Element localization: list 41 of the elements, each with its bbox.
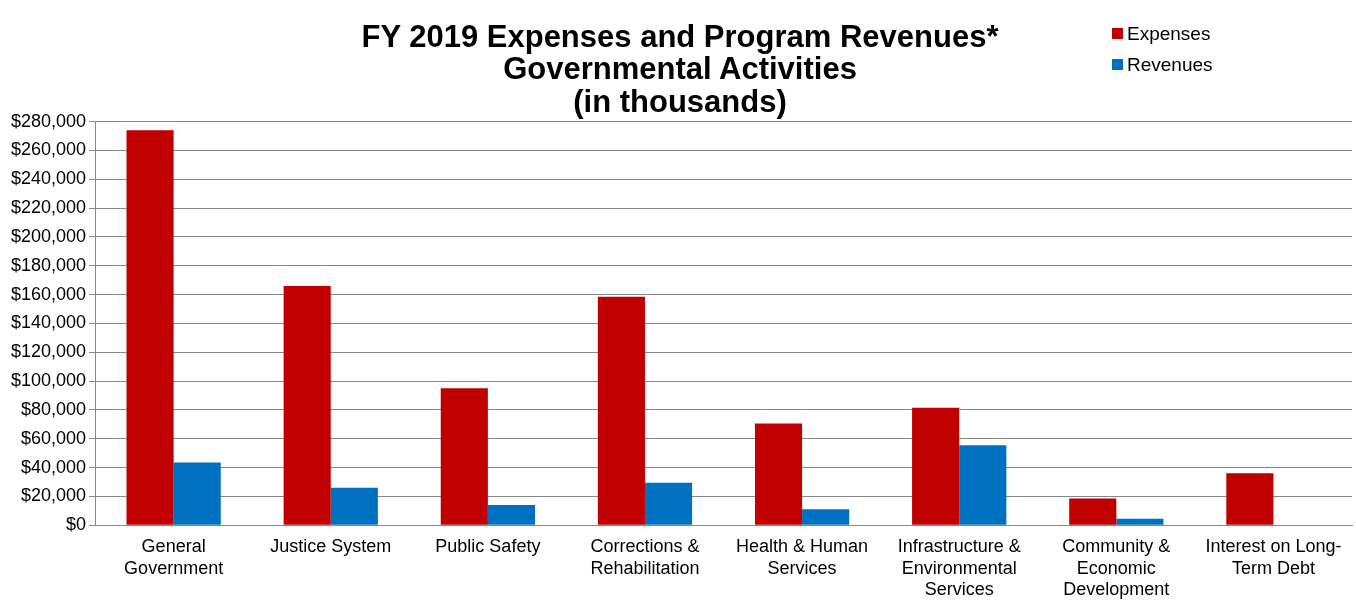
chart-title: FY 2019 Expenses and Program Revenues* (361, 18, 1000, 54)
y-tick-label: $40,000 (21, 456, 87, 477)
y-tick-label: $140,000 (11, 312, 87, 333)
y-tick-label: $0 (66, 514, 87, 535)
y-tick-label: $180,000 (11, 254, 87, 275)
bar (1226, 473, 1274, 525)
y-tick-label: $160,000 (11, 283, 87, 304)
x-tick-label: Public Safety (435, 535, 541, 556)
bar (644, 482, 693, 525)
x-tick-label: Infrastructure & Environmental Services (897, 535, 1021, 600)
bar (912, 407, 960, 525)
bar (1116, 518, 1164, 525)
y-tick-label: $60,000 (21, 427, 87, 448)
bar (173, 462, 221, 525)
bar (126, 130, 174, 525)
y-tick-label: $200,000 (11, 225, 87, 246)
bar (440, 388, 488, 525)
bar (283, 285, 331, 525)
legend-label: Revenues (1127, 53, 1213, 77)
bar (754, 423, 803, 525)
bar (959, 445, 1007, 525)
x-tick-label: Corrections & Rehabilitation (590, 535, 700, 578)
x-tick-label: General Government (124, 535, 224, 578)
y-tick-label: $20,000 (21, 485, 87, 506)
x-tick-label: Interest on Long-Term Debt (1205, 535, 1342, 578)
bar (487, 505, 535, 525)
y-tick-label: $280,000 (11, 110, 87, 131)
x-tick-label: Community & Economic Development (1062, 535, 1171, 600)
bar (802, 509, 850, 525)
y-tick-label: $260,000 (11, 139, 87, 160)
y-tick-label: $220,000 (11, 197, 87, 218)
y-tick-label: $100,000 (11, 370, 87, 391)
bar (597, 296, 645, 525)
y-tick-label: $240,000 (11, 168, 87, 189)
bar (1069, 498, 1117, 525)
y-tick-label: $120,000 (11, 341, 87, 362)
x-tick-label: Health & Human Services (736, 535, 869, 578)
legend-label: Expenses (1127, 22, 1211, 46)
y-tick-label: $80,000 (21, 398, 87, 419)
x-tick-label: Justice System (270, 535, 392, 556)
bar (330, 487, 378, 525)
